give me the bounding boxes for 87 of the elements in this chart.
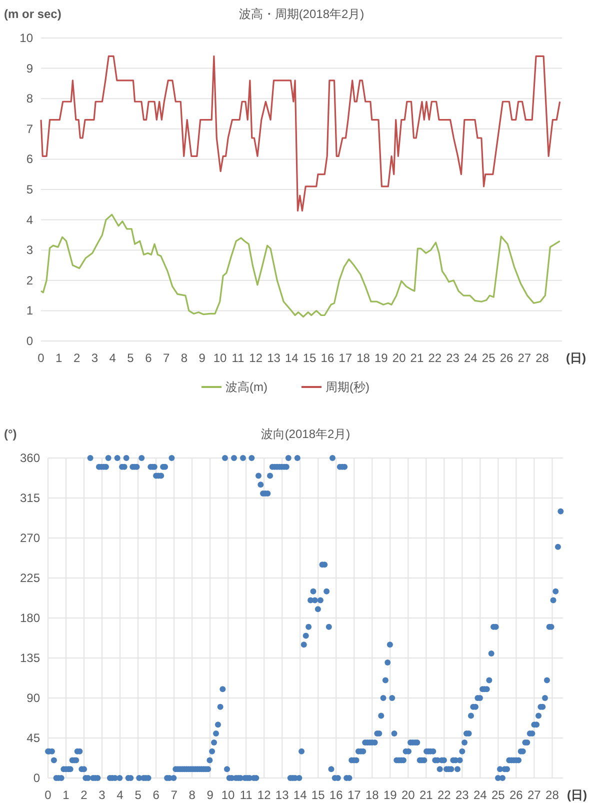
y-tick-label: 0 (33, 771, 40, 785)
x-tick-label: 25 (482, 351, 496, 365)
y-tick-label: 135 (20, 651, 40, 665)
y-tick-label: 315 (20, 491, 40, 505)
x-tick-label: 23 (446, 351, 460, 365)
x-tick-label: 14 (284, 351, 299, 365)
x-tick-label: 27 (518, 351, 532, 365)
x-tick-label: 6 (145, 351, 152, 365)
x-tick-label: 18 (365, 788, 380, 802)
x-tick-label: 8 (188, 788, 196, 802)
x-tick-label: 24 (464, 351, 478, 365)
x-tick-label: 13 (275, 788, 290, 802)
x-tick-label: 5 (134, 788, 142, 802)
x-tick-label: 12 (249, 351, 263, 365)
x-tick-label: 23 (455, 788, 470, 802)
x-tick-label: 3 (98, 788, 106, 802)
x-tick-label: 7 (170, 788, 178, 802)
x-tick-label: 16 (329, 788, 344, 802)
y-tick-label: 6 (26, 152, 34, 166)
x-tick-label: 11 (240, 788, 253, 802)
x-tick-label: 5 (127, 351, 134, 365)
x-tick-label: 27 (528, 788, 542, 802)
chart-title: 波向(2018年2月) (260, 427, 350, 441)
x-tick-label: 10 (213, 351, 228, 365)
y-tick-label: 360 (20, 451, 40, 465)
line-series (40, 214, 561, 318)
x-tick-label: 21 (419, 788, 434, 802)
x-tick-label: 6 (152, 788, 160, 802)
x-tick-label: 14 (293, 788, 308, 802)
x-tick-label: 11 (232, 351, 244, 365)
x-tick-label: 1 (56, 351, 63, 365)
x-tick-label: 9 (206, 788, 214, 802)
y-tick-label: 180 (20, 611, 40, 625)
x-axis-title: (日) (566, 351, 586, 365)
x-tick-label: 21 (410, 351, 424, 365)
chart-title: 波高・周期(2018年2月) (238, 7, 364, 21)
x-axis-title: (日) (567, 788, 587, 802)
x-tick-label: 4 (109, 351, 116, 365)
x-tick-label: 9 (198, 351, 206, 365)
y-tick-label: 225 (20, 571, 40, 585)
y-tick-label: 10 (20, 31, 34, 45)
x-tick-label: 13 (267, 351, 281, 365)
y-tick-label: 7 (26, 122, 34, 136)
y-tick-label: 90 (26, 691, 40, 705)
x-tick-label: 0 (44, 788, 52, 802)
x-tick-label: 4 (116, 788, 124, 802)
x-tick-label: 19 (374, 351, 388, 365)
y-tick-label: 5 (26, 182, 34, 196)
legend-label: 波高(m) (226, 380, 268, 394)
x-tick-label: 1 (62, 788, 70, 802)
y-tick-label: 1 (26, 304, 34, 318)
x-tick-label: 8 (180, 351, 188, 365)
x-tick-label: 17 (347, 788, 362, 802)
x-tick-label: 26 (510, 788, 524, 802)
x-tick-label: 15 (311, 788, 326, 802)
x-tick-label: 7 (162, 351, 170, 365)
x-tick-label: 28 (546, 788, 560, 802)
x-tick-label: 17 (338, 351, 352, 365)
x-tick-label: 19 (383, 788, 398, 802)
y-tick-label: 8 (26, 92, 34, 106)
x-tick-label: 25 (491, 788, 506, 802)
line-series (40, 55, 561, 212)
y-tick-label: 9 (26, 61, 34, 76)
y-axis-title: (m or sec) (4, 7, 62, 21)
x-tick-label: 22 (428, 351, 442, 365)
x-tick-label: 22 (437, 788, 452, 802)
y-tick-label: 270 (20, 531, 40, 545)
y-axis-title: (°) (4, 427, 17, 441)
x-tick-label: 10 (221, 788, 236, 802)
y-tick-label: 4 (26, 212, 34, 227)
x-tick-label: 18 (356, 351, 370, 365)
x-tick-label: 26 (500, 351, 514, 365)
x-tick-label: 28 (536, 351, 550, 365)
legend-label: 周期(秒) (326, 380, 370, 394)
y-tick-label: 3 (26, 243, 34, 258)
y-tick-label: 0 (26, 334, 34, 348)
x-tick-label: 20 (401, 788, 416, 802)
x-tick-label: 2 (73, 351, 80, 365)
x-tick-label: 12 (257, 788, 272, 802)
x-tick-label: 24 (473, 788, 488, 802)
x-tick-label: 3 (91, 351, 98, 365)
y-tick-label: 45 (26, 731, 40, 745)
x-tick-label: 16 (320, 351, 334, 365)
x-tick-label: 20 (392, 351, 406, 365)
x-tick-label: 15 (302, 351, 317, 365)
x-tick-label: 2 (80, 788, 88, 802)
y-tick-label: 2 (26, 273, 34, 288)
